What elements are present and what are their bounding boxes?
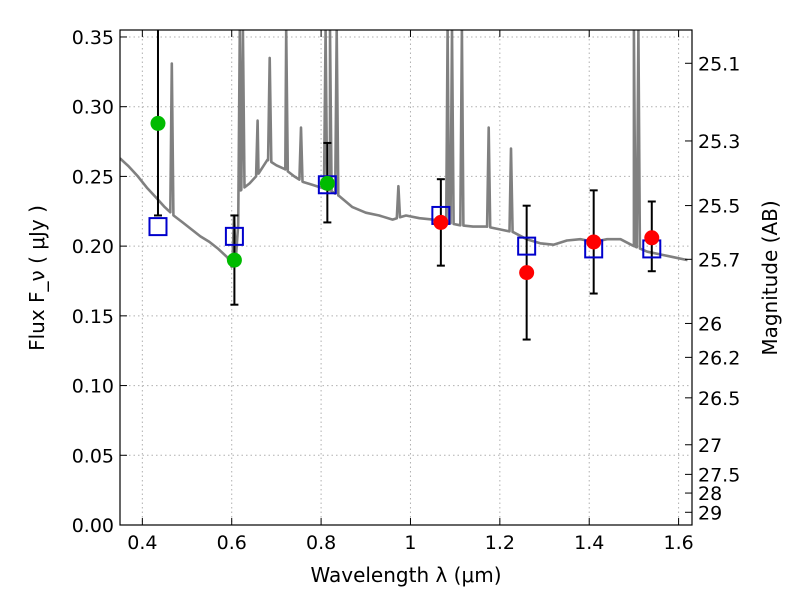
y2-tick-label: 25.3 [698, 131, 740, 153]
observed-nir-point [644, 230, 660, 246]
tick-labels: 0.4 0.6 0.8 1 1.2 1.4 1.6 0.00 0.05 0.10 0.15 0.20 0… [72, 27, 741, 554]
y-tick-label: 0.35 [72, 27, 114, 49]
y2-tick-label: 25.1 [698, 53, 740, 75]
x-tick-label: 1.4 [574, 532, 604, 554]
observed-optical-point [319, 175, 335, 191]
y2-tick-label: 25.7 [698, 249, 740, 271]
y2-tick-label: 26.2 [698, 347, 740, 369]
x-tick-label: 1 [404, 532, 416, 554]
y2-tick-label: 29 [698, 502, 722, 524]
y2-tick-label: 28 [698, 483, 722, 505]
model-bandpass-point [517, 236, 537, 256]
y-tick-label: 0.25 [72, 166, 114, 188]
y-tick-label: 0.10 [72, 376, 114, 398]
y2-tick-label: 27.5 [698, 464, 740, 486]
model-bandpass-point [148, 217, 168, 237]
axis-ticks [120, 30, 692, 526]
observed-nir-point [433, 214, 449, 230]
error-bars [153, 30, 656, 341]
y2-axis-title: Magnitude (AB) [758, 200, 782, 355]
spectrum-line [120, 30, 688, 269]
x-tick-label: 0.8 [306, 532, 336, 554]
y-tick-label: 0.30 [72, 97, 114, 119]
observed-points [150, 115, 660, 281]
x-axis-title: Wavelength λ (μm) [310, 563, 501, 587]
observed-optical-point [150, 115, 166, 131]
y-tick-label: 0.20 [72, 236, 114, 258]
y2-tick-label: 25.5 [698, 196, 740, 218]
y2-tick-label: 26.5 [698, 388, 740, 410]
y-tick-label: 0.05 [72, 445, 114, 467]
observed-nir-point [586, 234, 602, 250]
y2-tick-label: 26 [698, 313, 722, 335]
y2-tick-label: 27 [698, 435, 722, 457]
observed-nir-point [519, 265, 535, 281]
model-spectrum [120, 30, 688, 269]
model-bandpass-point [224, 226, 244, 246]
observed-optical-point [226, 252, 242, 268]
x-tick-label: 0.4 [127, 532, 157, 554]
y-axis-title: Flux F_ν ( μJy ) [25, 205, 49, 351]
y-tick-label: 0.00 [72, 515, 114, 537]
plot-frame [119, 29, 693, 526]
x-tick-label: 0.6 [217, 532, 247, 554]
grid-lines [120, 30, 692, 526]
y-tick-label: 0.15 [72, 306, 114, 328]
x-tick-label: 1.2 [485, 532, 515, 554]
x-tick-label: 1.6 [663, 532, 693, 554]
